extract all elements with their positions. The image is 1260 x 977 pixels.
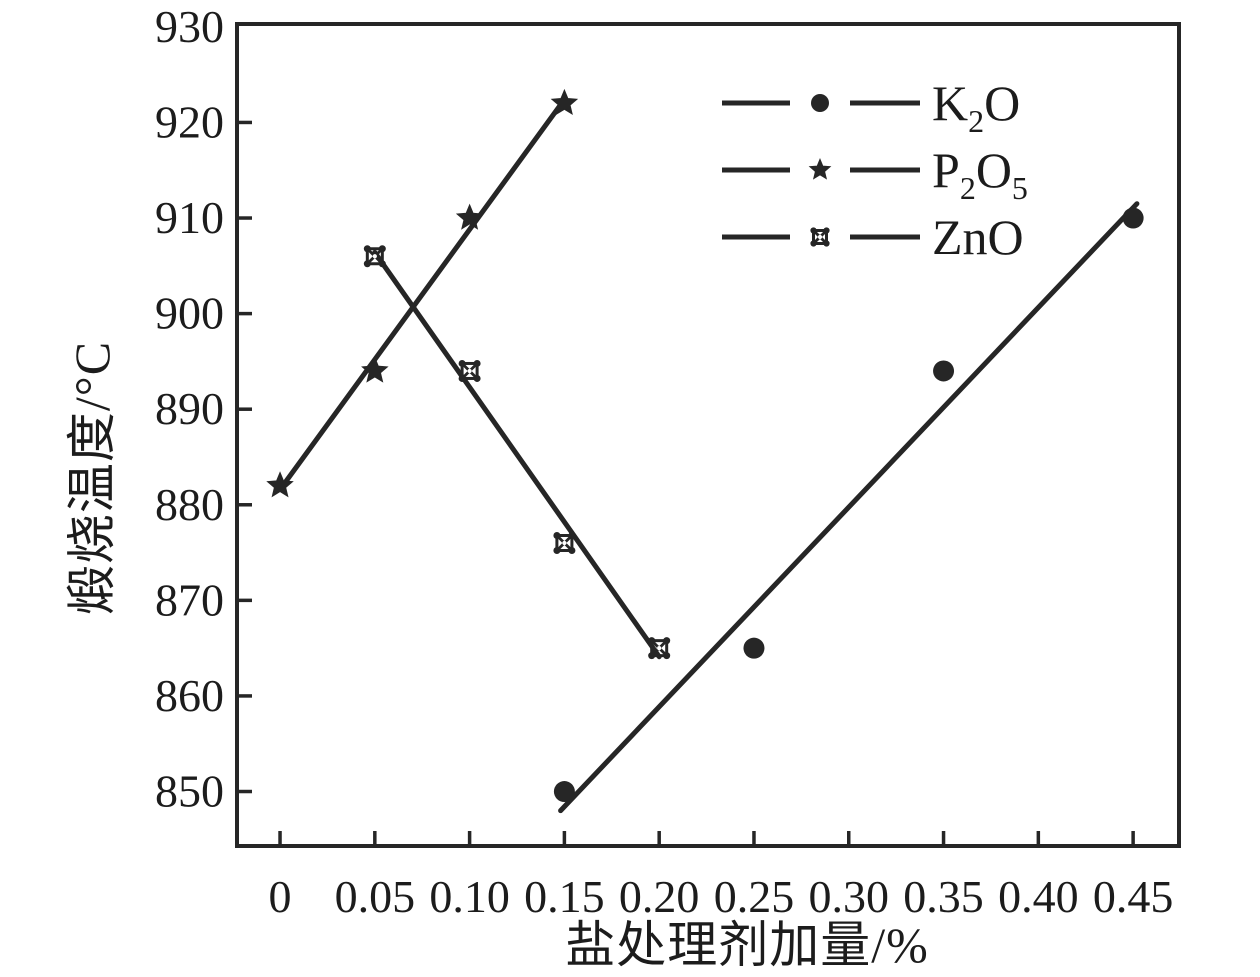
marker-zno-center-hole [467, 368, 472, 374]
marker-zno-center-hole [372, 254, 377, 259]
marker-zno [458, 359, 481, 382]
marker-p2o5 [361, 356, 389, 383]
y-axis-title: 煅烧温度/°C [64, 340, 120, 616]
fit-line-k2o [558, 201, 1140, 814]
legend-marker-p2o5-star-icon [808, 158, 832, 180]
marker-p2o5-star-icon [455, 203, 484, 230]
marker-zno-center-hole [562, 540, 567, 546]
marker-p2o5 [266, 471, 294, 498]
marker-zno-square [365, 247, 384, 266]
marker-zno-square [650, 639, 669, 658]
legend-marker-k2o [811, 94, 829, 112]
legend-marker-zno-center-hole [817, 234, 823, 240]
fit-line-p2o5 [277, 97, 567, 492]
x-tick-label: 0 [269, 871, 292, 922]
marker-k2o-circle-icon [553, 781, 575, 803]
legend-label-p2o5: P2O5 [932, 142, 1028, 206]
legend-label-zno: ZnO [932, 209, 1024, 265]
marker-p2o5 [455, 203, 484, 230]
legend-entry-zno: ZnO [722, 209, 1024, 265]
marker-k2o [553, 781, 575, 803]
marker-zno-center-hole [657, 646, 662, 651]
series-zno [363, 245, 671, 660]
marker-p2o5-star-icon [266, 471, 294, 498]
x-tick-label: 0.20 [619, 871, 700, 922]
y-tick-label: 890 [155, 383, 224, 434]
x-tick-label: 0.40 [998, 871, 1079, 922]
y-axis: 850 860 870 880 890 900 910 920 930 [155, 1, 252, 817]
legend-marker-k2o-circle-icon [811, 94, 829, 112]
series-p2o5 [266, 88, 579, 498]
marker-k2o [933, 360, 955, 382]
y-tick-label: 870 [155, 574, 224, 625]
y-tick-label: 880 [155, 479, 224, 530]
x-tick-label: 0.05 [335, 871, 416, 922]
marker-p2o5-star-icon [550, 88, 579, 116]
y-tick-label: 910 [155, 192, 224, 243]
legend-marker-zno-square [812, 229, 828, 245]
legend-entry-p2o5: P2O5 [722, 142, 1028, 206]
marker-k2o-circle-icon [743, 637, 765, 659]
x-tick-label: 0.15 [524, 871, 605, 922]
fit-line-zno [372, 249, 662, 660]
marker-k2o [743, 637, 765, 659]
x-tick-label: 0.45 [1093, 871, 1174, 922]
y-tick-label: 920 [155, 96, 224, 147]
x-tick-label: 0.30 [809, 871, 890, 922]
plot-border [235, 22, 1181, 848]
marker-p2o5 [550, 88, 579, 116]
legend-marker-zno [810, 227, 830, 247]
marker-p2o5-star-icon [361, 356, 389, 383]
y-tick-label: 900 [155, 288, 224, 339]
marker-zno [553, 532, 576, 555]
x-axis-title: 盐处理剂加量/% [565, 917, 929, 973]
x-tick-label: 0.10 [429, 871, 510, 922]
marker-k2o-circle-icon [1122, 207, 1144, 229]
marker-k2o [1122, 207, 1144, 229]
x-tick-label: 0.35 [903, 871, 984, 922]
y-tick-label: 930 [155, 1, 224, 52]
x-tick-label: 0.25 [714, 871, 795, 922]
legend-entry-k2o: K2O [722, 75, 1020, 139]
legend-label-k2o: K2O [932, 75, 1020, 139]
marker-zno [363, 245, 386, 268]
x-axis: 0 0.05 0.10 0.15 0.20 0.25 0.30 0.35 0.40 0.45 [269, 831, 1174, 922]
marker-k2o-circle-icon [933, 360, 955, 382]
legend-marker-p2o5 [808, 158, 832, 180]
marker-zno-square [555, 534, 574, 553]
marker-zno-square [460, 361, 479, 380]
marker-zno [648, 637, 671, 660]
y-tick-label: 850 [155, 766, 224, 817]
y-tick-label: 860 [155, 670, 224, 721]
series-k2o [553, 201, 1144, 814]
